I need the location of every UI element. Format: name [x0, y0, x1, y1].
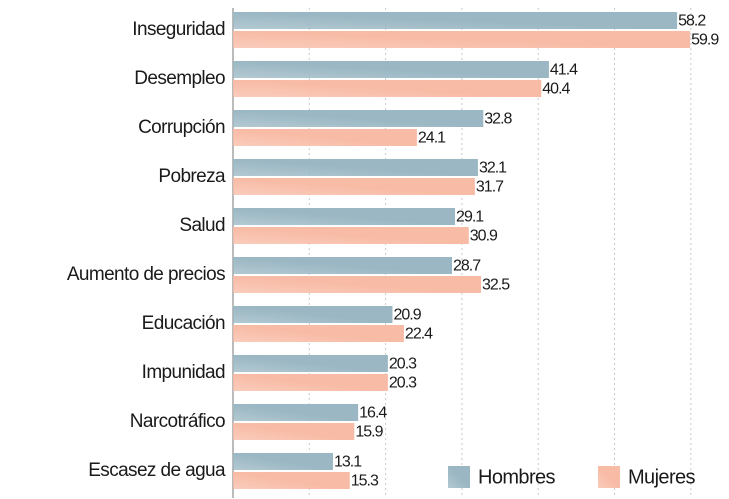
value-label: 30.9	[470, 228, 498, 245]
legend-label: Hombres	[478, 466, 556, 488]
legend-label: Mujeres	[628, 466, 696, 488]
bar	[233, 12, 678, 29]
bar	[233, 227, 469, 244]
bar	[233, 80, 542, 97]
value-label: 40.4	[542, 81, 570, 98]
value-label: 16.4	[359, 405, 387, 422]
bar	[233, 325, 404, 342]
bar	[233, 61, 549, 78]
category-label: Inseguridad	[132, 19, 225, 40]
value-label: 32.1	[479, 160, 507, 177]
category-label: Educación	[142, 313, 225, 334]
bar	[233, 159, 478, 176]
value-label: 59.9	[691, 32, 719, 49]
bar	[233, 208, 456, 225]
value-label: 32.8	[484, 111, 512, 128]
value-label: 13.1	[334, 454, 362, 471]
bar	[233, 178, 475, 195]
value-label: 22.4	[405, 326, 433, 343]
bar	[233, 257, 453, 274]
category-label: Pobreza	[158, 166, 226, 187]
value-label: 32.5	[482, 277, 510, 294]
bar	[233, 31, 691, 48]
value-label: 41.4	[550, 62, 578, 79]
bar	[233, 110, 484, 127]
bar	[233, 423, 355, 440]
value-label: 31.7	[476, 179, 504, 196]
value-label: 15.3	[351, 473, 379, 490]
category-label: Desempleo	[134, 68, 225, 89]
value-label: 20.3	[389, 375, 417, 392]
value-label: 29.1	[456, 209, 484, 226]
category-label: Salud	[179, 215, 225, 236]
bar	[233, 129, 417, 146]
bar	[233, 453, 333, 470]
bar	[233, 306, 393, 323]
bar	[233, 472, 350, 489]
value-label: 20.9	[393, 307, 421, 324]
category-label: Narcotráfico	[130, 411, 225, 432]
legend-swatch	[448, 466, 470, 488]
category-label: Escasez de agua	[88, 460, 226, 481]
legend-swatch	[598, 466, 620, 488]
bar	[233, 404, 359, 421]
value-label: 20.3	[389, 356, 417, 373]
value-label: 28.7	[453, 258, 481, 275]
bar	[233, 374, 388, 391]
bar	[233, 276, 481, 293]
category-label: Aumento de precios	[67, 264, 225, 285]
category-label: Impunidad	[142, 362, 225, 383]
bar	[233, 355, 388, 372]
category-label: Corrupción	[138, 117, 225, 138]
value-label: 15.9	[355, 424, 383, 441]
value-label: 58.2	[678, 13, 706, 30]
value-label: 24.1	[418, 130, 446, 147]
